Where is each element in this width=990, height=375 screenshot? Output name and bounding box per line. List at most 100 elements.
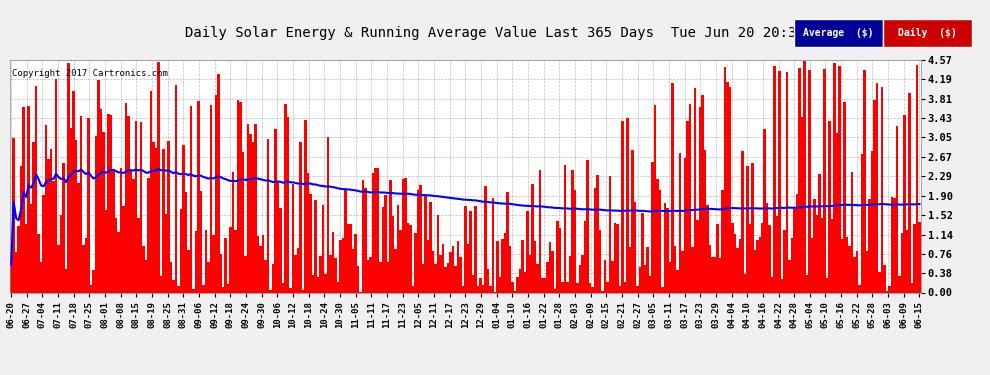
Bar <box>374 168 377 292</box>
Bar <box>377 168 379 292</box>
Bar <box>642 213 644 292</box>
Bar <box>908 93 911 292</box>
Bar <box>579 266 581 292</box>
Bar <box>911 282 913 292</box>
Bar <box>125 103 127 292</box>
Bar <box>729 87 731 292</box>
Bar <box>858 285 861 292</box>
Bar <box>701 95 704 292</box>
Bar <box>30 204 33 292</box>
Bar <box>868 200 871 292</box>
Bar <box>686 121 689 292</box>
Bar <box>424 196 427 292</box>
Bar <box>25 224 28 292</box>
Bar <box>586 160 589 292</box>
Bar <box>23 107 25 292</box>
Bar <box>466 243 469 292</box>
Bar <box>409 225 412 292</box>
Bar <box>257 236 259 292</box>
Bar <box>182 145 184 292</box>
Bar <box>644 265 646 292</box>
Bar <box>312 275 315 292</box>
Bar <box>497 241 499 292</box>
Bar <box>50 149 52 292</box>
Bar <box>651 162 653 292</box>
Bar <box>92 270 95 292</box>
Bar <box>676 270 679 292</box>
Bar <box>855 251 858 292</box>
Bar <box>668 262 671 292</box>
Bar <box>716 224 719 292</box>
Bar <box>57 245 59 292</box>
Bar <box>739 239 742 292</box>
Bar <box>783 230 786 292</box>
Bar <box>811 238 814 292</box>
Bar <box>184 192 187 292</box>
Bar <box>364 188 366 292</box>
Bar <box>414 233 417 292</box>
Bar <box>484 186 486 292</box>
Bar <box>15 252 18 292</box>
Bar <box>20 166 23 292</box>
Bar <box>721 190 724 292</box>
Bar <box>207 261 210 292</box>
Bar <box>768 225 771 292</box>
Bar <box>704 150 706 292</box>
Bar <box>230 226 232 292</box>
Bar <box>591 287 594 292</box>
Bar <box>913 224 916 292</box>
Bar <box>658 190 661 292</box>
Bar <box>671 83 673 292</box>
Bar <box>112 170 115 292</box>
Bar <box>327 137 330 292</box>
Bar <box>407 223 409 292</box>
Bar <box>886 291 888 292</box>
Bar <box>366 260 369 292</box>
Bar <box>267 139 269 292</box>
Bar <box>627 118 629 292</box>
Bar <box>67 63 69 292</box>
Bar <box>220 254 222 292</box>
Bar <box>819 174 821 292</box>
Bar <box>696 220 699 292</box>
Bar <box>726 82 729 292</box>
Bar <box>140 122 143 292</box>
Bar <box>264 260 267 292</box>
Bar <box>200 191 202 292</box>
Bar <box>604 260 606 292</box>
Bar <box>159 276 162 292</box>
Bar <box>599 230 601 292</box>
Bar <box>317 277 320 292</box>
Bar <box>330 255 332 292</box>
Bar <box>422 264 424 292</box>
Bar <box>479 278 481 292</box>
Bar <box>82 245 85 292</box>
Bar <box>85 238 87 292</box>
Bar <box>694 88 696 292</box>
Bar <box>212 235 215 292</box>
Bar <box>916 65 918 292</box>
Bar <box>826 278 829 292</box>
Bar <box>806 275 809 292</box>
Bar <box>287 117 289 292</box>
Bar <box>225 238 227 292</box>
Bar <box>279 208 282 292</box>
Bar <box>632 150 634 292</box>
Bar <box>179 209 182 292</box>
Bar <box>249 134 251 292</box>
Bar <box>684 158 686 292</box>
Bar <box>831 219 834 292</box>
Bar <box>706 204 709 292</box>
Bar <box>594 188 596 292</box>
Bar <box>569 256 571 292</box>
Bar <box>217 74 220 292</box>
Bar <box>689 104 691 292</box>
Bar <box>551 251 553 292</box>
Bar <box>681 251 684 292</box>
Bar <box>850 172 853 292</box>
Bar <box>504 233 507 292</box>
Bar <box>898 276 901 292</box>
Bar <box>302 290 304 292</box>
Bar <box>863 70 866 292</box>
Bar <box>491 198 494 292</box>
